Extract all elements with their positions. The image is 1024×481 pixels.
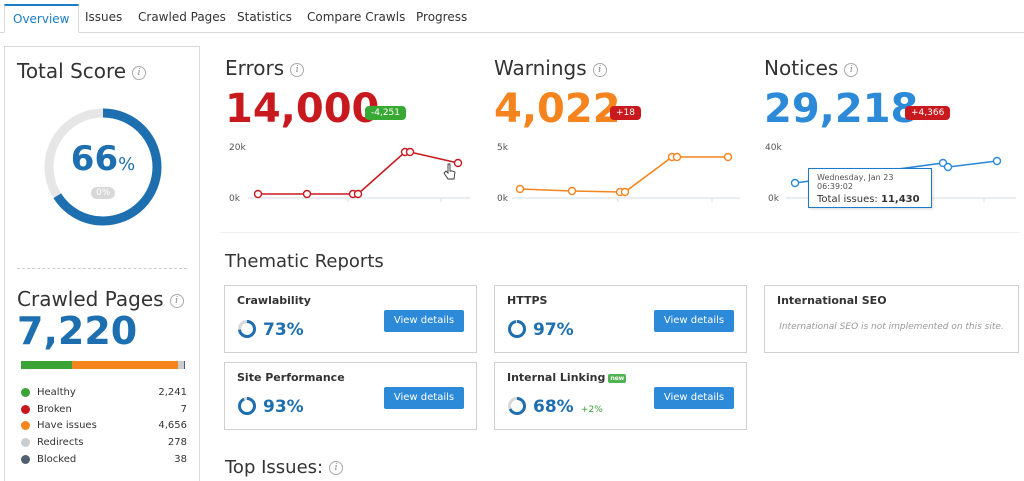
stacked-bar-segment xyxy=(21,361,72,369)
stacked-bar-segment xyxy=(72,361,178,369)
progress-ring-icon xyxy=(508,320,526,338)
total-score-title: Total Score xyxy=(17,59,127,83)
summary-panel: Total Score i 66% 0% Crawled Pages i 7,220… xyxy=(4,46,200,481)
view-details-button[interactable]: View details xyxy=(384,387,464,409)
crawled-pages-title: Crawled Pages xyxy=(17,287,164,311)
total-score-arc xyxy=(44,108,162,226)
stacked-bar-segment xyxy=(184,361,185,369)
internal-linking-card: Internal Linking new 68% +2% View details xyxy=(494,362,747,430)
tab-crawled-pages[interactable]: Crawled Pages xyxy=(138,10,226,24)
legend-item-healthy[interactable]: Healthy 2,241 xyxy=(21,384,187,401)
thematic-reports-title: Thematic Reports xyxy=(225,251,384,272)
warnings-value[interactable]: 4,022 xyxy=(494,86,621,132)
legend-item-blocked[interactable]: Blocked 38 xyxy=(21,451,187,468)
notices-value[interactable]: 29,218 xyxy=(764,86,919,132)
crawled-pages-legend: Healthy 2,241 Broken 7 Have issues 4,656 Re… xyxy=(21,384,187,467)
stacked-bar-segment xyxy=(177,361,185,369)
errors-metric: Errors i 14,000 -4,251 xyxy=(225,56,407,132)
info-icon[interactable]: i xyxy=(169,293,184,308)
tab-bar: Overview Issues Crawled Pages Statistics… xyxy=(0,0,1024,33)
tooltip-total: Total issues: 11,430 xyxy=(817,194,920,205)
crawlability-card: Crawlability 73% View details xyxy=(224,285,477,353)
info-icon[interactable]: i xyxy=(844,62,859,77)
tooltip-date: Wednesday, Jan 23 06:39:02 xyxy=(817,173,894,191)
notices-metric: Notices i 29,218 +4,366 xyxy=(764,56,951,132)
legend-dot-icon xyxy=(21,404,30,414)
divider xyxy=(220,232,1020,233)
notices-y-bottom: 0k xyxy=(768,194,779,204)
tab-overview[interactable]: Overview xyxy=(4,4,79,33)
card-percent: 97% xyxy=(533,320,574,340)
divider xyxy=(17,268,187,269)
warnings-title: Warnings i xyxy=(494,56,607,80)
info-icon[interactable]: i xyxy=(290,62,305,77)
warnings-delta-badge: +18 xyxy=(610,106,641,120)
crawled-pages-stacked-bar[interactable] xyxy=(21,361,185,369)
legend-dot-icon xyxy=(21,387,30,397)
legend-dot-icon xyxy=(21,454,30,464)
progress-ring-icon xyxy=(238,320,256,338)
international-seo-card: International SEO International SEO is n… xyxy=(764,285,1019,353)
errors-value[interactable]: 14,000 xyxy=(225,86,380,132)
errors-title: Errors i xyxy=(225,56,305,80)
progress-ring-icon xyxy=(238,397,256,415)
progress-ring-icon xyxy=(508,397,526,415)
crawled-pages-value: 7,220 xyxy=(17,309,138,353)
tab-progress[interactable]: Progress xyxy=(416,10,468,24)
tab-statistics[interactable]: Statistics xyxy=(237,10,292,24)
notices-delta-badge: +4,366 xyxy=(905,106,951,120)
hand-cursor-icon xyxy=(443,163,456,180)
chart-tooltip: Wednesday, Jan 23 06:39:02 Total issues:… xyxy=(808,168,932,208)
card-title: HTTPS xyxy=(507,294,548,307)
tab-issues[interactable]: Issues xyxy=(85,10,123,24)
site-performance-card: Site Performance 93% View details xyxy=(224,362,477,430)
top-issues-heading: Top Issues: i xyxy=(225,457,344,478)
card-percent: 73% xyxy=(263,320,304,340)
warnings-metric: Warnings i 4,022 +18 xyxy=(494,56,641,132)
https-card: HTTPS 97% View details xyxy=(494,285,747,353)
notices-y-top: 40k xyxy=(765,143,782,153)
errors-delta-badge: -4,251 xyxy=(365,106,407,120)
card-title: Internal Linking new xyxy=(507,371,627,384)
legend-item-redirects[interactable]: Redirects 278 xyxy=(21,434,187,451)
errors-y-top: 20k xyxy=(229,143,246,153)
info-icon[interactable]: i xyxy=(329,461,344,475)
total-score-change-badge: 0% xyxy=(91,187,116,199)
notices-title: Notices i xyxy=(764,56,859,80)
legend-dot-icon xyxy=(21,421,30,431)
card-note: International SEO is not implemented on … xyxy=(779,322,1004,332)
crawled-pages-heading: Crawled Pages i xyxy=(17,287,184,311)
warnings-y-bottom: 0k xyxy=(497,194,508,204)
info-icon[interactable]: i xyxy=(592,62,607,77)
card-percent: 68% xyxy=(533,397,574,417)
legend-dot-icon xyxy=(21,437,30,447)
total-score-value: 66% xyxy=(70,139,136,179)
total-score-heading: Total Score i xyxy=(17,59,147,83)
legend-item-have-issues[interactable]: Have issues 4,656 xyxy=(21,417,187,434)
card-title: Site Performance xyxy=(237,371,345,384)
new-badge: new xyxy=(608,373,627,383)
view-details-button[interactable]: View details xyxy=(654,310,734,332)
tab-compare-crawls[interactable]: Compare Crawls xyxy=(307,10,406,24)
card-percent: 93% xyxy=(263,397,304,417)
warnings-y-top: 5k xyxy=(497,143,508,153)
warnings-sparkline[interactable] xyxy=(512,140,740,206)
errors-sparkline[interactable] xyxy=(248,140,470,206)
card-title: International SEO xyxy=(777,294,887,307)
errors-y-bottom: 0k xyxy=(229,194,240,204)
view-details-button[interactable]: View details xyxy=(654,387,734,409)
card-delta: +2% xyxy=(581,405,603,415)
view-details-button[interactable]: View details xyxy=(384,310,464,332)
legend-item-broken[interactable]: Broken 7 xyxy=(21,401,187,418)
info-icon[interactable]: i xyxy=(132,65,147,80)
total-score-donut: 66% 0% xyxy=(41,105,165,229)
card-title: Crawlability xyxy=(237,294,311,307)
